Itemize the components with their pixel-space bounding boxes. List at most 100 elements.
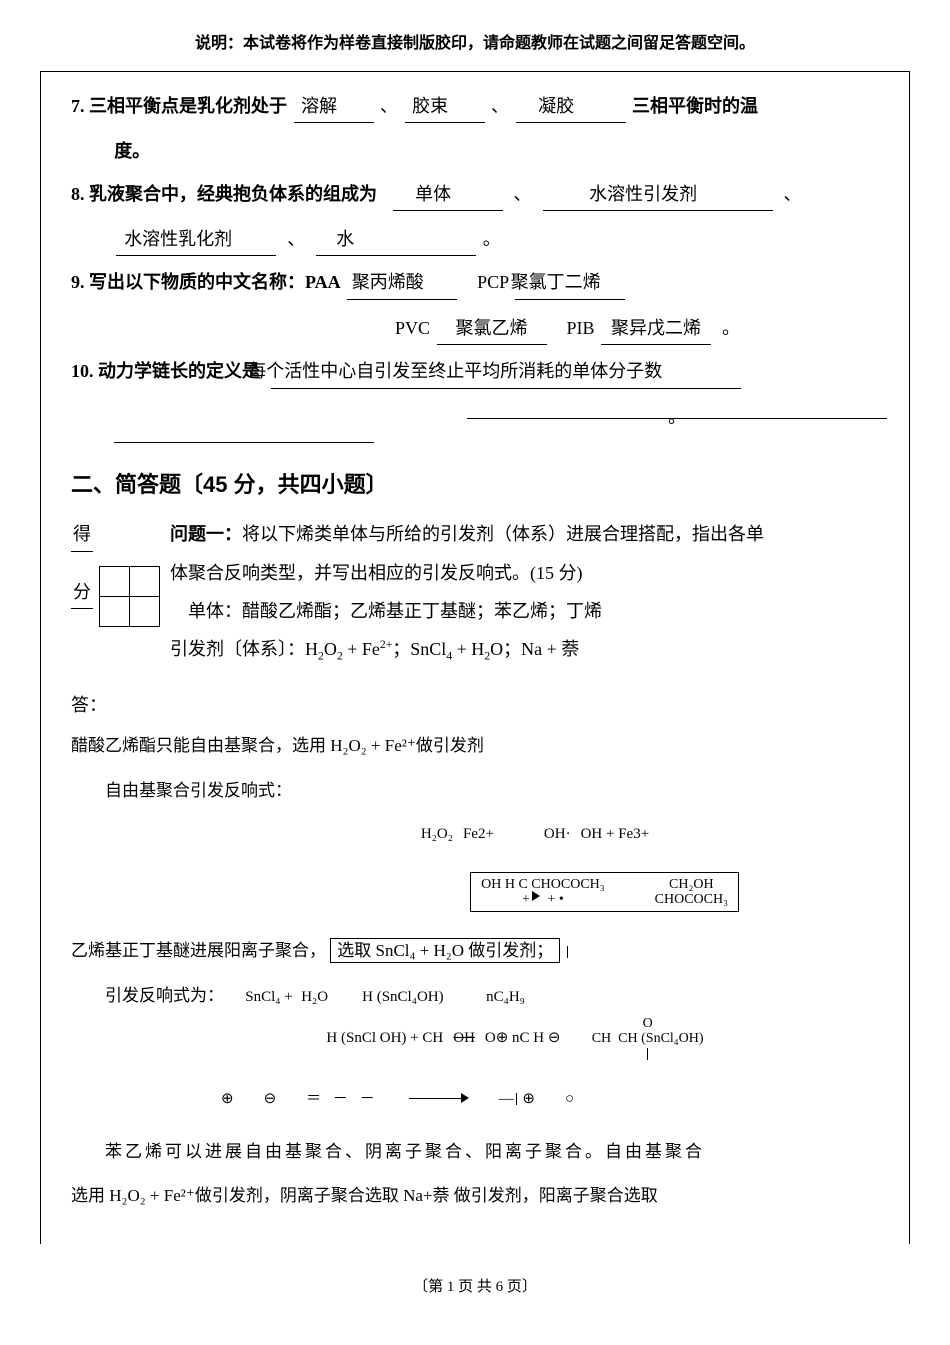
question-10: 10. 动力学链长的定义是 每个活性中心自引发至终止平均所消耗的单体分子数: [71, 355, 879, 388]
q9-lbl2: PCP: [477, 272, 508, 292]
q7-stem-c: 度。: [114, 141, 150, 161]
p1d-pre: 引发剂〔体系〕：H: [170, 639, 318, 659]
q8-blank-3: 水溶性乳化剂: [116, 223, 276, 256]
c2-l1a: SnCl₄ +: [245, 989, 292, 1005]
p1-c: 单体：醋酸乙烯酯；乙烯基正丁基醚；苯乙烯；丁烯: [170, 595, 879, 627]
chem-eq-2: H (SnCl OH) + CH OH O⊕ nC H ⊖ O CH CH (S…: [151, 1016, 879, 1062]
ans2a: 乙烯基正丁基醚进展阳离子聚合，: [71, 941, 326, 960]
c1-lhs1: H₂O₂: [421, 821, 453, 848]
q9-blank-1: 聚丙烯酸: [347, 266, 457, 299]
dash-icon: — ⊕: [499, 1086, 535, 1113]
p1d-m4: + H: [452, 639, 484, 659]
ans2c-text: 引发反响式为：: [105, 986, 224, 1005]
q8-blank-2: 水溶性引发剂: [543, 178, 773, 211]
p1d-sup1: 2+: [380, 638, 392, 651]
q10-stem-a: 动力学链长的定义是: [98, 361, 260, 381]
p1-a: 将以下烯类单体与所给的引发剂（体系）进展合理搭配，指出各单: [242, 524, 764, 544]
q9-blank-4: 聚异戊二烯: [601, 312, 711, 345]
c2-l1d: nC₄H₉: [486, 989, 525, 1005]
c1-mid2: OH + Fe3+: [581, 821, 650, 848]
vbar-icon: [567, 946, 568, 958]
score-table: [99, 566, 160, 627]
c2-l2e: CH (SnCl₄OH): [618, 1031, 703, 1046]
c2-l2o: O: [643, 1016, 653, 1031]
p1-d: 引发剂〔体系〕：H2O2 + Fe2+；SnCl4 + H2O；Na + 萘: [170, 633, 879, 667]
q10-num: 10.: [71, 361, 94, 381]
c1b-right: CH₂OH CHOCOCH₃: [655, 877, 728, 908]
q9-lbl3: PVC: [395, 318, 430, 338]
q8-stem-a: 乳液聚合中，经典抱负体系的组成为: [89, 184, 377, 204]
chem-eq-1: H₂O₂ Fe2+ OH· OH + Fe3+: [191, 821, 879, 848]
c1b-plus: +: [522, 892, 530, 907]
question-7: 7. 三相平衡点是乳化剂处于 溶解 、 胶束 、 凝胶 三相平衡时的温: [71, 90, 879, 123]
q8-end: 。: [483, 229, 501, 249]
q10-blank-line3: [114, 425, 374, 443]
page-footer: 〔第 1 页 共 6 页〕: [40, 1274, 910, 1301]
vbar-icon-2: [647, 1048, 648, 1060]
q7-blank-1: 溶解: [294, 90, 374, 123]
ans2: 乙烯基正丁基醚进展阳离子聚合， 选取 SnCl₄ + H₂O 做引发剂；: [71, 936, 879, 967]
oplus-icon: ⊕: [221, 1086, 234, 1113]
q7-blank-3: 凝胶: [516, 90, 626, 123]
c1b-ltop: OH H C CHOCOCH₃: [481, 877, 605, 892]
score-problem-block: 得 分 问题一：将以下烯类单体与所给的引发剂（体系）进展合理搭配，指出各单 体聚…: [71, 518, 879, 673]
q8-blank-4: 水: [316, 223, 476, 256]
ans2c: 引发反响式为： SnCl₄ + H₂O H (SnCl₄OH) nC₄H₉: [71, 981, 879, 1012]
vbar-icon-3: [516, 1093, 517, 1105]
question-8: 8. 乳液聚合中，经典抱负体系的组成为 单体 、 水溶性引发剂 、: [71, 178, 879, 211]
ans1: 醋酸乙烯酯只能自由基聚合，选用 H₂O₂ + Fe²⁺做引发剂: [71, 731, 879, 762]
p1d-m2: + Fe: [343, 639, 380, 659]
c2-l2d: CH: [592, 1031, 611, 1046]
ans3b: 选用 H₂O₂ + Fe²⁺做引发剂，阴离子聚合选取 Na+萘 做引发剂，阳离子…: [71, 1181, 879, 1212]
score-label-bot: 分: [71, 576, 93, 609]
q10-end: 。: [668, 407, 686, 427]
circle-icon: ○: [565, 1086, 574, 1113]
q9-lbl4: PIB: [567, 318, 595, 338]
c2-l2c: O⊕ nC H ⊖: [485, 1025, 561, 1052]
q8-line2: 水溶性乳化剂 、 水 。: [71, 223, 879, 256]
c1-lhs2: Fe2+: [463, 821, 494, 848]
c2-l1b: H₂O: [301, 989, 328, 1005]
p1-b: 体聚合反响类型，并写出相应的引发反响式。(15 分): [170, 557, 879, 589]
q7-num: 7.: [71, 96, 85, 116]
answer-body: 醋酸乙烯酯只能自由基聚合，选用 H₂O₂ + Fe²⁺做引发剂 自由基聚合引发反…: [71, 731, 879, 1212]
c1b-dotplus: + •: [547, 892, 563, 907]
q9-stem-a: 写出以下物质的中文名称：PAA: [89, 272, 341, 292]
arrow-icon-2: [409, 1094, 469, 1104]
q7-stem-a: 三相平衡点是乳化剂处于: [89, 96, 287, 116]
q7-line2: 度。: [71, 135, 879, 167]
q7-sep2: 、: [491, 96, 509, 116]
q10-blank-line2: 。: [467, 401, 887, 419]
page: 说明：本试卷将作为样卷直接制版胶印，请命题教师在试题之间留足答题空间。 7. 三…: [0, 0, 950, 1341]
q8-blank-1: 单体: [393, 178, 503, 211]
c2-l2b: OH: [453, 1025, 475, 1052]
question-9: 9. 写出以下物质的中文名称：PAA 聚丙烯酸 PCP 聚氯丁二烯: [71, 266, 879, 299]
eq-icon: ＝ － －: [306, 1086, 379, 1113]
q9-num: 9.: [71, 272, 85, 292]
ans2b: 选取 SnCl₄ + H₂O 做引发剂；: [330, 938, 560, 963]
answer-label: 答：: [71, 689, 879, 721]
q7-blank-2: 胶束: [405, 90, 485, 123]
ans3: 苯乙烯可以进展自由基聚合、阴离子聚合、阳离子聚合。自由基聚合: [105, 1137, 879, 1168]
q9-end: 。: [722, 318, 740, 338]
q9-line2: PVC 聚氯乙烯 PIB 聚异戊二烯 。: [71, 312, 879, 345]
c1b-rtop: CH₂OH: [669, 877, 714, 892]
ans1b: 自由基聚合引发反响式：: [71, 776, 879, 807]
p1d-m5: O；Na + 萘: [490, 639, 579, 659]
c2-rgroup: O CH CH (SnCl₄OH): [592, 1016, 704, 1062]
q8-sep1: 、: [514, 184, 532, 204]
c2-l2a: H (SnCl OH) + CH: [326, 1025, 443, 1052]
q9-blank-3: 聚氯乙烯: [437, 312, 547, 345]
score-label-top: 得: [71, 518, 93, 551]
q8-num: 8.: [71, 184, 85, 204]
problem-1-text: 问题一：将以下烯类单体与所给的引发剂（体系）进展合理搭配，指出各单 体聚合反响类…: [170, 518, 879, 673]
chem-eq-1b: OH H C CHOCOCH₃ + + • CH₂OH CHOCOCH₃: [470, 872, 739, 913]
content-box: 7. 三相平衡点是乳化剂处于 溶解 、 胶束 、 凝胶 三相平衡时的温 度。 8…: [40, 71, 910, 1244]
c1-mid1: OH·: [544, 821, 571, 848]
p1d-m1: O: [324, 639, 337, 659]
q7-sep1: 、: [380, 96, 398, 116]
c2-l1c: H (SnCl₄OH): [362, 989, 443, 1005]
p1-title: 问题一：: [170, 524, 242, 544]
q8-sep2: 、: [784, 184, 802, 204]
section-2-title: 二、简答题〔45 分，共四小题〕: [71, 465, 879, 505]
